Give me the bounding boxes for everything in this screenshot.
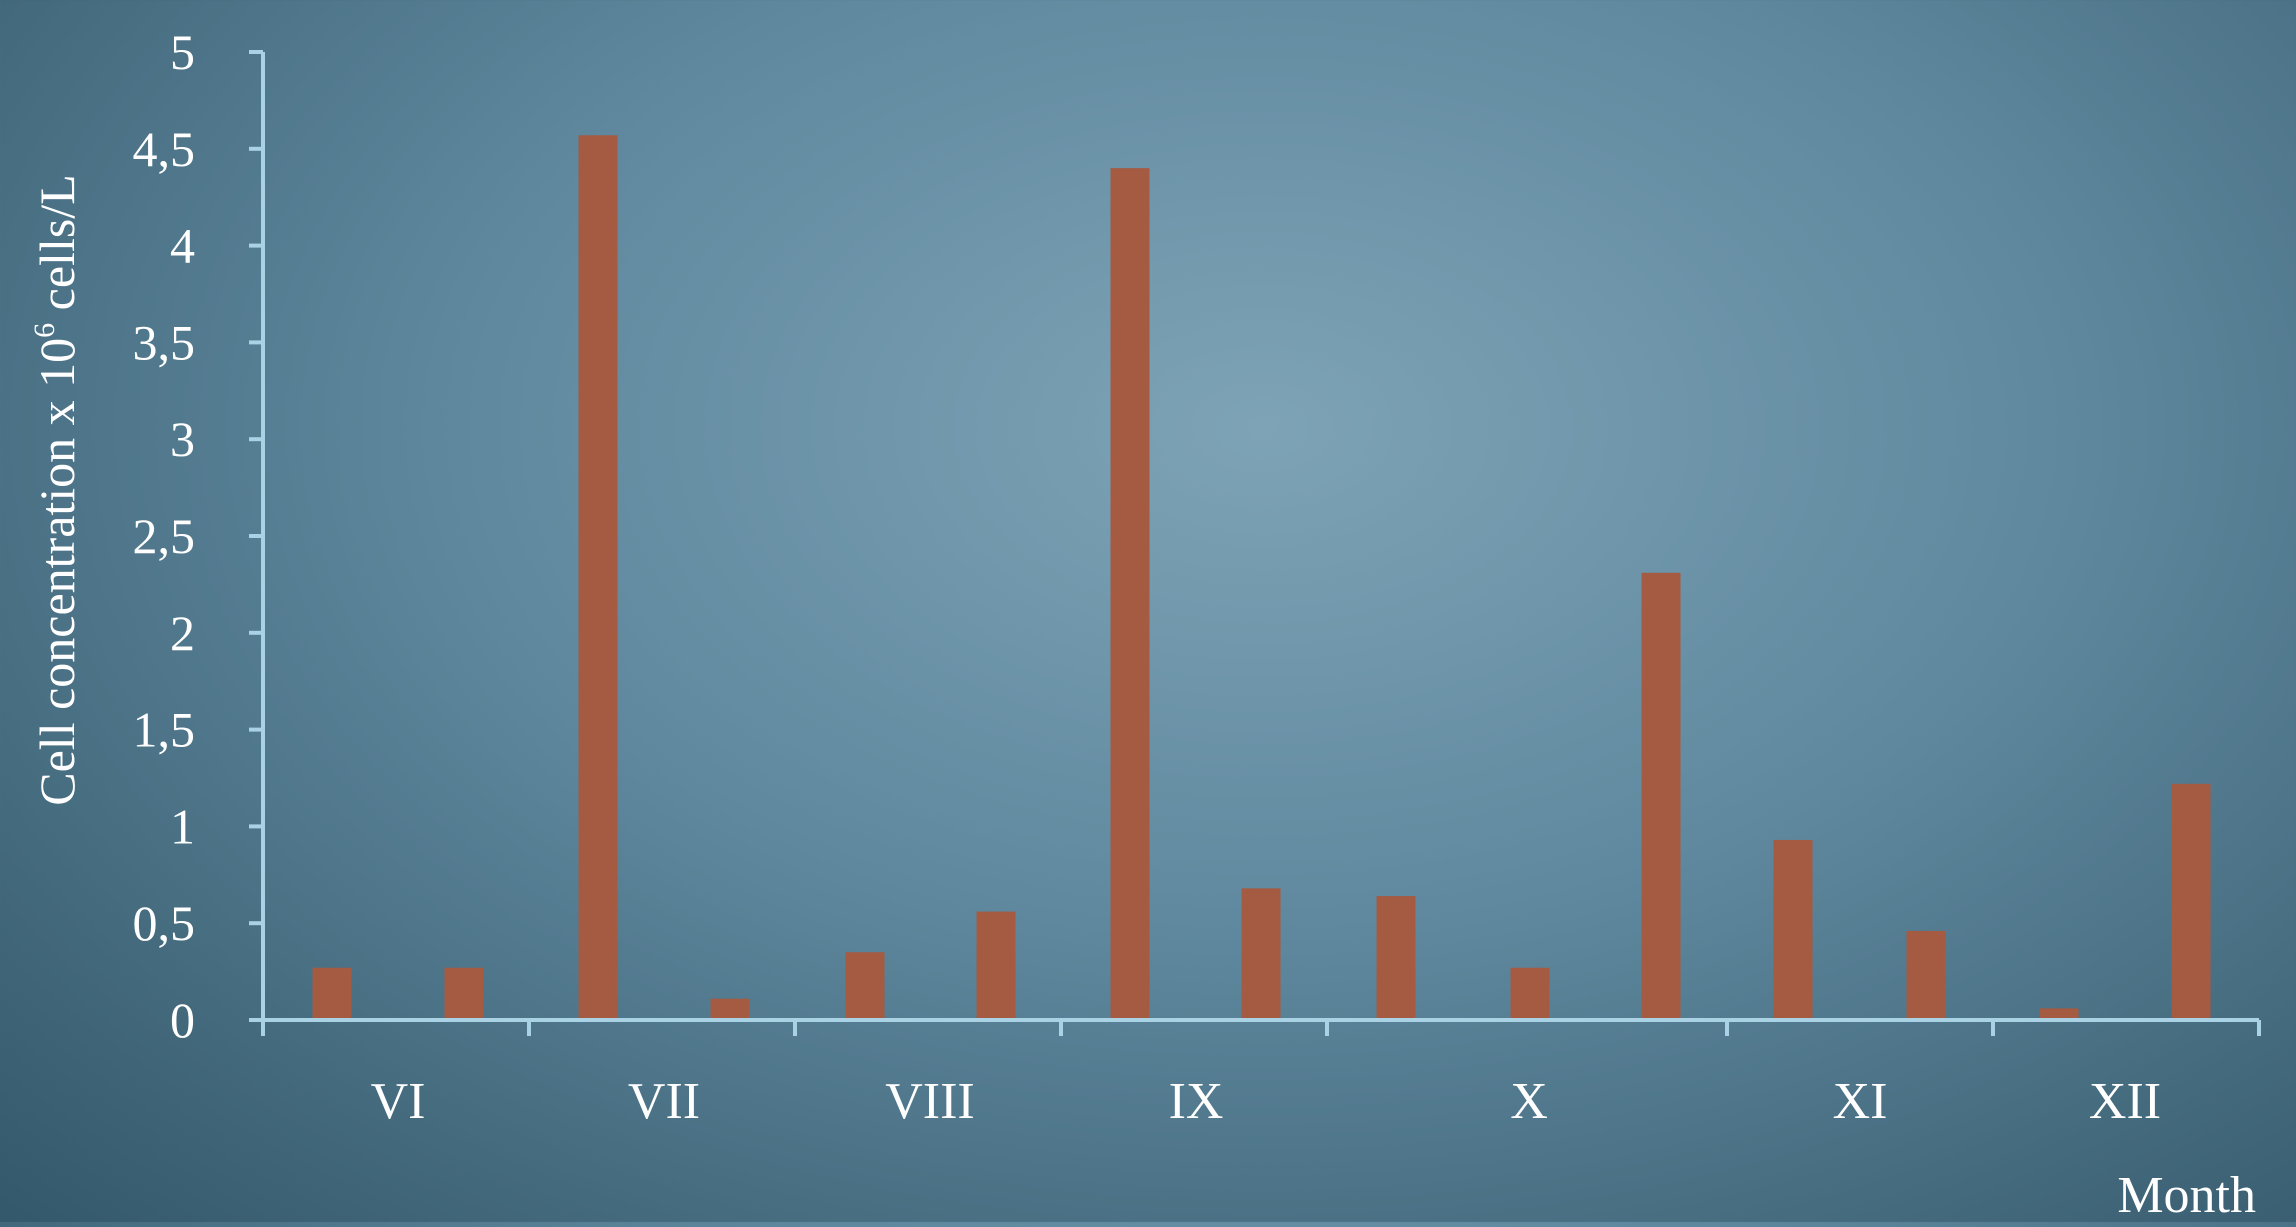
bar [444, 967, 484, 1020]
x-tick-label: X [1510, 1073, 1548, 1130]
bar [1110, 168, 1150, 1020]
y-tick-label: 3,5 [133, 314, 196, 370]
x-ticks: VI VII VIII IX X XI XII [261, 1020, 2261, 1130]
y-ticks: 0 0,5 1 1,5 2 2,5 3 3,5 4 4,5 5 [133, 24, 263, 1048]
y-tick-label: 2,5 [133, 508, 196, 564]
bar [1376, 896, 1416, 1020]
y-tick-label: 5 [170, 24, 195, 80]
bar [1641, 572, 1681, 1020]
x-tick-label: IX [1169, 1073, 1224, 1130]
bar [845, 952, 885, 1020]
y-tick-label: 1 [170, 798, 195, 854]
bar [2039, 1008, 2079, 1020]
y-tick-label: 0,5 [133, 895, 196, 951]
bar [578, 135, 618, 1021]
y-tick-label: 4 [170, 218, 195, 274]
x-axis-title: Month [2117, 1167, 2256, 1222]
y-axis-title: Cell concentration x 106 cells/L [28, 174, 85, 805]
bar [312, 967, 352, 1020]
bar [976, 911, 1016, 1020]
bar [1906, 930, 1946, 1020]
bar [1510, 967, 1550, 1020]
x-tick-label: XI [1833, 1073, 1888, 1130]
y-axis-title-suffix: cells/L [29, 174, 85, 323]
bars [312, 135, 2211, 1021]
bar [2171, 783, 2211, 1020]
y-tick-label: 1,5 [133, 702, 196, 758]
x-tick-label: XII [2089, 1073, 2161, 1130]
y-axis-title-exponent: 6 [28, 323, 61, 338]
x-tick-label: VIII [885, 1073, 975, 1130]
bar [710, 998, 750, 1020]
y-tick-label: 0 [170, 992, 195, 1048]
bar [1773, 839, 1813, 1020]
x-tick-label: VII [628, 1073, 700, 1130]
x-tick-label: VI [371, 1073, 426, 1130]
y-tick-label: 4,5 [133, 121, 196, 177]
axes [261, 52, 2259, 1022]
y-axis-title-main: Cell concentration x 10 [29, 338, 85, 806]
bar [1241, 888, 1281, 1020]
y-tick-label: 2 [170, 605, 195, 661]
y-tick-label: 3 [170, 411, 195, 467]
